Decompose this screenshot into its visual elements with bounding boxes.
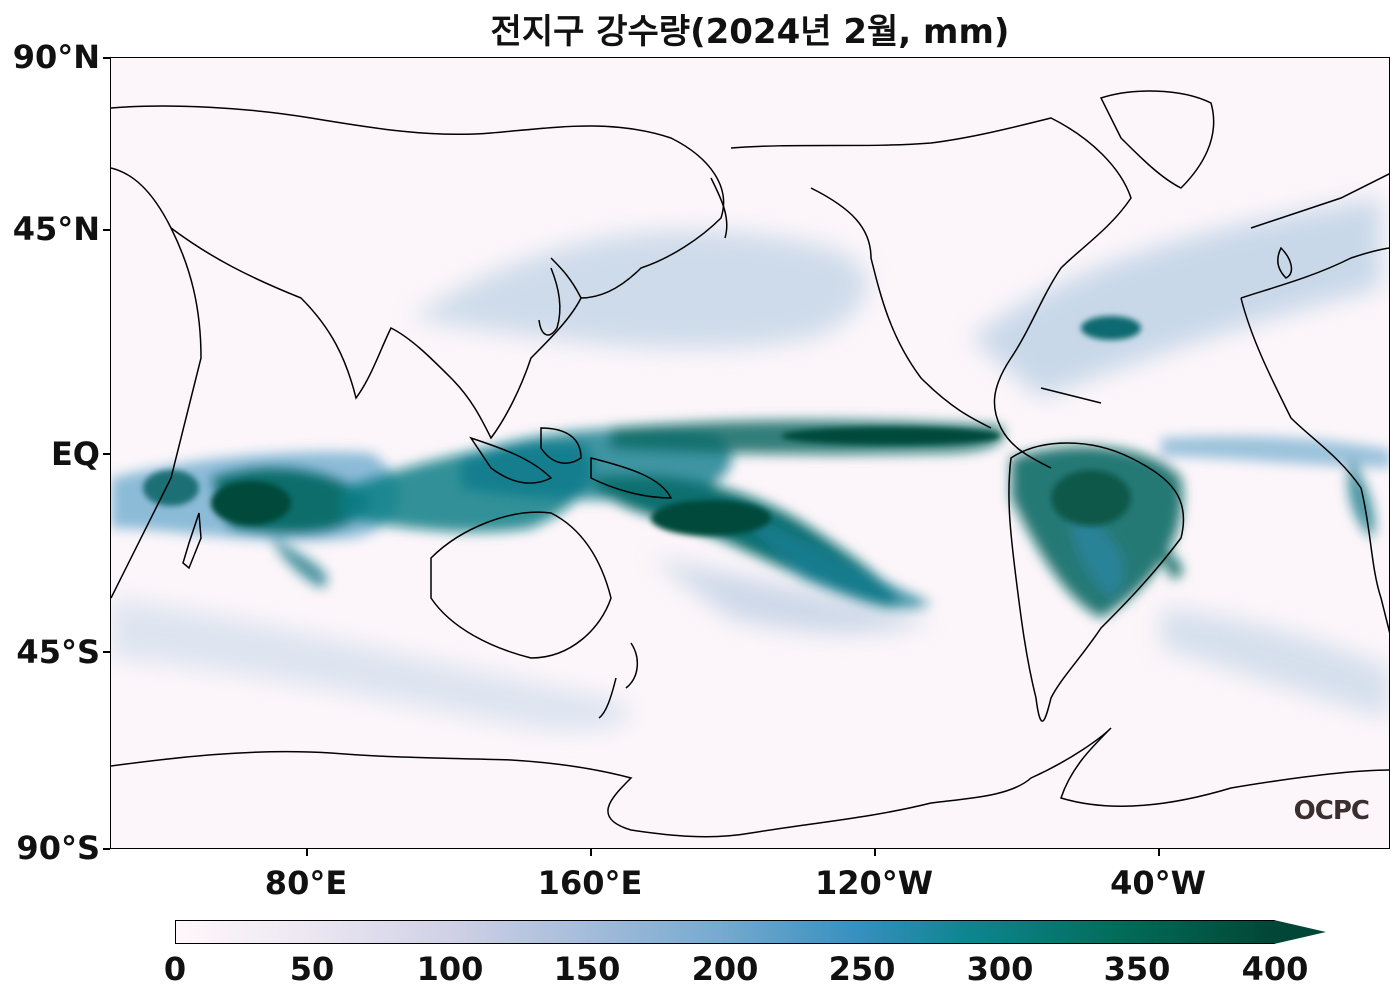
lon-label-120w: 120°W — [814, 864, 934, 902]
colorbar-label: 300 — [966, 950, 1034, 988]
colorbar-label: 150 — [553, 950, 621, 988]
coastlines — [111, 90, 1389, 838]
ocpc-logo: OCPC — [1293, 796, 1370, 826]
lat-tick — [103, 57, 110, 59]
lon-label-80e: 80°E — [264, 864, 348, 902]
lat-tick — [103, 848, 110, 850]
colorbar-label: 400 — [1241, 950, 1309, 988]
colorbar-label: 0 — [163, 950, 187, 988]
colorbar-label: 350 — [1103, 950, 1171, 988]
precipitation-map: OCPC — [110, 57, 1390, 849]
lat-label-eq: EQ — [50, 435, 100, 473]
lon-label-40w: 40°W — [1110, 864, 1206, 902]
lon-tick — [874, 849, 876, 856]
colorbar — [175, 920, 1275, 944]
lon-tick — [590, 849, 592, 856]
lat-tick — [103, 229, 110, 231]
core-precip-layer — [143, 316, 1141, 536]
lat-label-90n: 90°N — [12, 38, 100, 76]
colorbar-label: 250 — [828, 950, 896, 988]
lat-label-90s: 90°S — [16, 829, 100, 867]
lat-label-45n: 45°N — [12, 210, 100, 248]
colorbar-extend-arrow — [1274, 920, 1326, 944]
colorbar-label: 100 — [416, 950, 484, 988]
colorbar-label: 200 — [691, 950, 759, 988]
lon-tick — [1158, 849, 1160, 856]
heavy-precip-layer — [111, 420, 1389, 618]
lat-label-45s: 45°S — [16, 633, 100, 671]
lon-label-160e: 160°E — [537, 864, 643, 902]
map-title: 전지구 강수량(2024년 2월, mm) — [490, 12, 1010, 52]
lat-tick — [103, 453, 110, 455]
lat-tick — [103, 651, 110, 653]
map-canvas — [111, 58, 1389, 848]
lon-tick — [306, 849, 308, 856]
light-precip-layer — [111, 198, 1389, 731]
colorbar-label: 50 — [289, 950, 335, 988]
